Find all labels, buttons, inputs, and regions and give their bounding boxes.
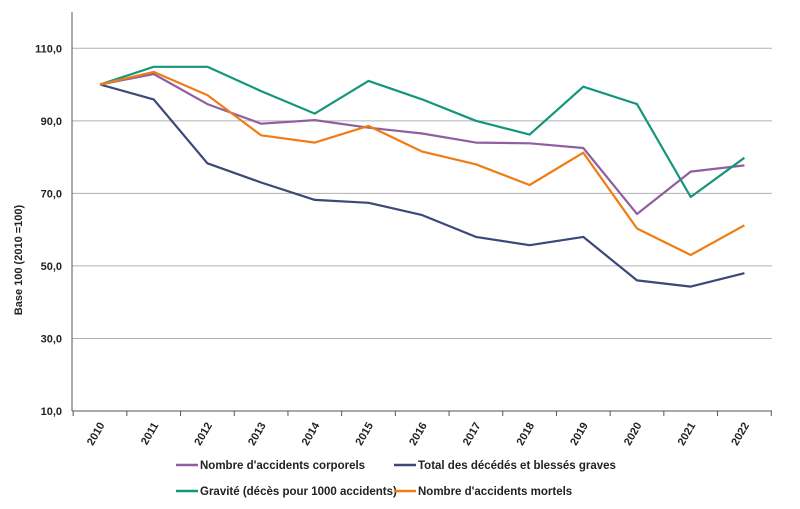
x-tick-labels: 2010 2011 2012 2013 2014 2015 2016 2017 2018 2019…	[72, 411, 772, 448]
y-tick-label: 50,0	[41, 261, 62, 273]
y-axis-label: Base 100 (2010 =100)	[13, 204, 25, 315]
y-tick-label: 70,0	[41, 188, 62, 200]
y-tick-label: 90,0	[41, 116, 62, 128]
series-line-2	[99, 83, 745, 288]
y-tick-labels: 10,0 30,0 50,0 70,0 90,0 110,0	[35, 43, 62, 418]
legend-label: Nombre d'accidents corporels	[200, 460, 365, 472]
legend-label: Gravité (décès pour 1000 accidents)	[200, 486, 397, 498]
y-tick-label: 30,0	[41, 333, 62, 345]
legend: Nombre d'accidents corporels Total des dé…	[176, 460, 616, 498]
legend-label: Total des décédés et blessés graves	[418, 460, 616, 472]
y-tick-label: 10,0	[41, 406, 62, 418]
legend-label: Nombre d'accidents mortels	[418, 486, 572, 498]
x-tick-label: 2022	[729, 421, 752, 448]
x-tick-label: 2019	[568, 421, 591, 448]
series-lines	[99, 65, 746, 288]
x-tick-label: 2021	[676, 421, 699, 448]
x-tick-label: 2020	[622, 421, 645, 448]
x-tick-label: 2016	[407, 421, 430, 448]
x-tick-label: 2018	[515, 421, 538, 448]
x-tick-label: 2013	[246, 421, 269, 448]
series-line-3	[99, 65, 746, 199]
series-line-1	[99, 72, 745, 216]
x-tick-label: 2011	[139, 421, 161, 448]
x-tick-label: 2015	[353, 421, 376, 448]
grid-lines	[72, 47, 772, 339]
x-tick-label: 2012	[192, 421, 215, 448]
y-tick-label: 110,0	[35, 43, 62, 55]
x-tick-label: 2014	[300, 420, 323, 448]
x-tick-label: 2010	[85, 421, 108, 448]
series-line-4	[99, 70, 745, 257]
x-tick-label: 2017	[461, 421, 484, 448]
